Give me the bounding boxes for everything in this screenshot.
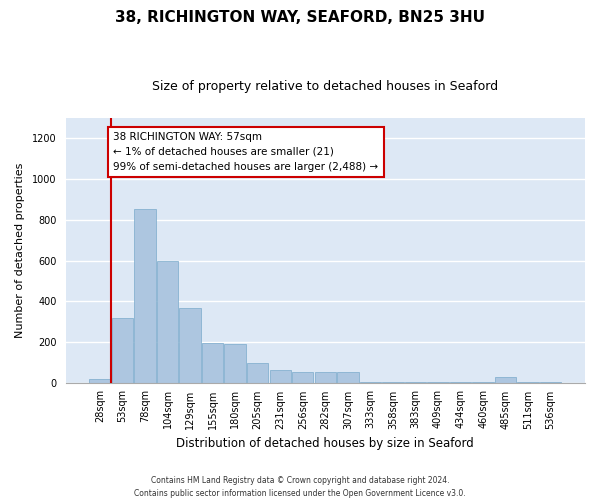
- Bar: [314, 372, 336, 383]
- Bar: [495, 377, 517, 383]
- Bar: [359, 382, 381, 383]
- Bar: [405, 382, 426, 383]
- Bar: [202, 344, 223, 383]
- Bar: [247, 362, 268, 383]
- Bar: [427, 382, 449, 383]
- Bar: [450, 382, 471, 383]
- Bar: [337, 372, 359, 383]
- Bar: [382, 382, 404, 383]
- Bar: [157, 260, 178, 383]
- Bar: [179, 308, 201, 383]
- Bar: [540, 382, 562, 383]
- Bar: [269, 370, 291, 383]
- Title: Size of property relative to detached houses in Seaford: Size of property relative to detached ho…: [152, 80, 499, 93]
- Bar: [224, 344, 246, 383]
- Y-axis label: Number of detached properties: Number of detached properties: [15, 162, 25, 338]
- Bar: [134, 208, 155, 383]
- Text: Contains HM Land Registry data © Crown copyright and database right 2024.
Contai: Contains HM Land Registry data © Crown c…: [134, 476, 466, 498]
- Text: 38 RICHINGTON WAY: 57sqm
← 1% of detached houses are smaller (21)
99% of semi-de: 38 RICHINGTON WAY: 57sqm ← 1% of detache…: [113, 132, 379, 172]
- Bar: [112, 318, 133, 383]
- Text: 38, RICHINGTON WAY, SEAFORD, BN25 3HU: 38, RICHINGTON WAY, SEAFORD, BN25 3HU: [115, 10, 485, 25]
- X-axis label: Distribution of detached houses by size in Seaford: Distribution of detached houses by size …: [176, 437, 474, 450]
- Bar: [292, 372, 313, 383]
- Bar: [517, 382, 539, 383]
- Bar: [472, 382, 494, 383]
- Bar: [89, 379, 110, 383]
